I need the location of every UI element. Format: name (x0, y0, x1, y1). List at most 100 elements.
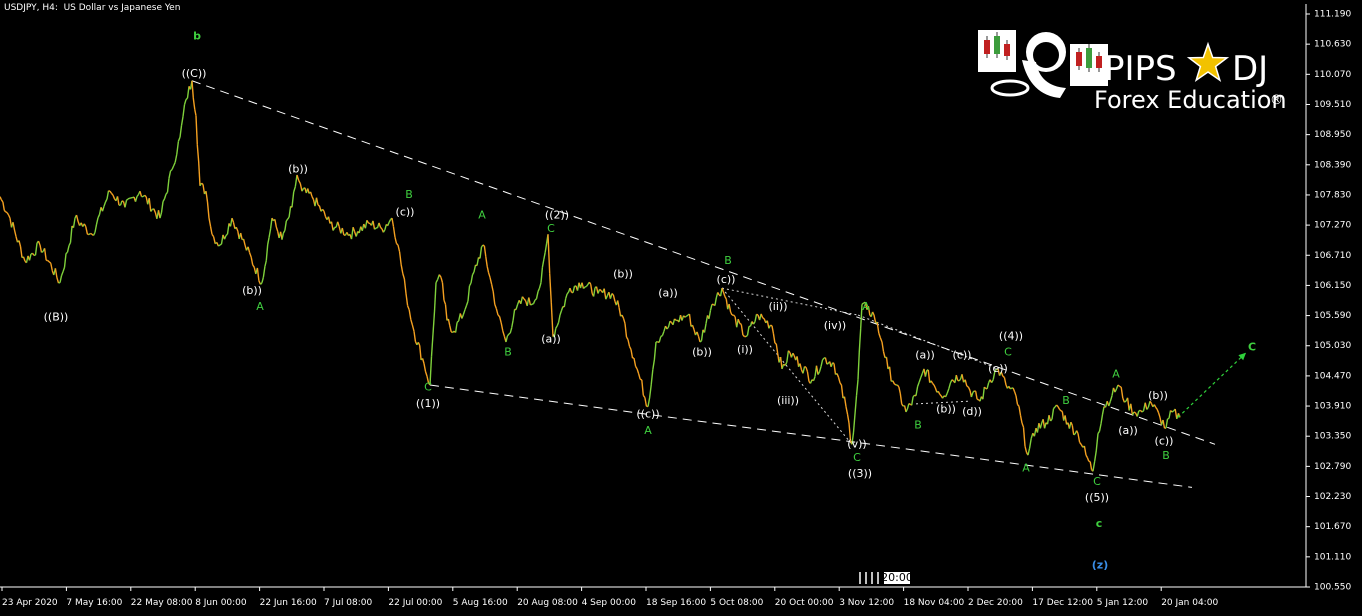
price-candle (12, 222, 16, 231)
price-candle (65, 251, 68, 255)
price-candle (37, 240, 41, 246)
price-candle (1098, 423, 1102, 432)
price-candle (672, 318, 676, 325)
price-candle (101, 206, 105, 212)
logo-brand-right: DJ (1232, 49, 1268, 89)
y-tick-label: 101.670 (1314, 522, 1351, 532)
price-candle (590, 284, 593, 294)
wave-label: (a)) (658, 286, 678, 299)
price-candle (452, 330, 455, 334)
price-candle (766, 320, 770, 329)
price-candle (864, 302, 868, 310)
price-candle (450, 331, 453, 334)
y-tick-label: 100.550 (1314, 583, 1351, 593)
price-candle (307, 188, 310, 194)
price-candle (915, 386, 919, 396)
price-candle (462, 309, 466, 315)
price-candle (413, 331, 417, 342)
price-candle (515, 304, 519, 310)
price-candle (374, 227, 377, 230)
wave-label: A (256, 300, 264, 313)
price-candle (975, 391, 978, 400)
price-candle (686, 314, 689, 317)
price-candle (298, 180, 301, 184)
price-candle (261, 277, 265, 283)
price-candle (555, 325, 558, 329)
price-candle (248, 252, 252, 258)
price-candle (845, 406, 849, 415)
x-tick-label: 4 Sep 00:00 (582, 598, 637, 608)
price-candle (705, 315, 709, 324)
price-candle (419, 345, 422, 360)
price-candle (467, 285, 471, 302)
x-tick-label: 22 May 08:00 (131, 598, 193, 608)
price-candle (392, 226, 396, 238)
price-candle (94, 224, 98, 233)
wedge-trendline-2[interactable] (429, 384, 1193, 488)
wave-label: B (914, 418, 922, 431)
price-candle (490, 284, 494, 292)
price-candle (799, 363, 803, 371)
price-candle (786, 350, 790, 363)
price-candle (833, 363, 837, 375)
x-tick-label: 17 Dec 12:00 (1032, 598, 1093, 608)
price-candle (1079, 441, 1082, 445)
logo-candle (1096, 56, 1102, 68)
price-candle (1109, 395, 1113, 402)
price-candle (832, 362, 835, 365)
price-candle (403, 279, 407, 294)
price-candle (378, 222, 382, 228)
price-candle (1055, 404, 1059, 408)
price-candle (840, 385, 844, 399)
price-candle (366, 219, 370, 224)
price-candle (275, 226, 279, 232)
price-candle (219, 243, 222, 246)
price-candle (195, 115, 198, 145)
price-candle (717, 292, 720, 296)
price-candle (332, 227, 336, 231)
price-candle (520, 296, 524, 304)
wave-label: B (504, 346, 512, 359)
price-candle (62, 267, 66, 273)
wave-label: (a)) (1118, 424, 1138, 437)
price-candle (779, 357, 783, 369)
price-candle (754, 314, 758, 322)
price-candle (1089, 461, 1093, 470)
wave-label: c (1096, 517, 1103, 530)
price-candle (1012, 387, 1016, 392)
price-candle (402, 273, 406, 280)
price-candle (565, 293, 568, 299)
price-candle (658, 336, 662, 343)
wave-label: ((c)) (636, 408, 659, 421)
price-candle (424, 371, 428, 377)
price-candle (350, 227, 354, 240)
price-candle (159, 212, 163, 219)
wave-label: ((1)) (416, 397, 440, 410)
price-candle (642, 394, 646, 398)
price-candle (1052, 406, 1056, 410)
price-candle (1108, 400, 1112, 407)
wedge-trendline-1[interactable] (191, 80, 1216, 445)
price-candle (3, 209, 7, 213)
wave-label: B (405, 188, 413, 201)
price-candle (1138, 409, 1141, 412)
price-candle (806, 371, 810, 382)
y-tick-label: 111.190 (1314, 10, 1351, 20)
price-candle (1021, 422, 1025, 428)
price-candle (301, 188, 305, 192)
price-candle (116, 196, 120, 206)
price-candle (699, 340, 702, 343)
price-candle (588, 281, 592, 285)
price-candle (961, 374, 965, 383)
price-candle (1149, 400, 1152, 404)
price-candle (259, 282, 263, 285)
price-candle (666, 326, 670, 330)
price-candle (1095, 433, 1099, 451)
x-tick-label: 20 Aug 08:00 (517, 598, 578, 608)
price-candle (1157, 412, 1161, 418)
price-candle (582, 286, 586, 290)
price-candle (127, 197, 130, 200)
price-candle (899, 393, 903, 404)
